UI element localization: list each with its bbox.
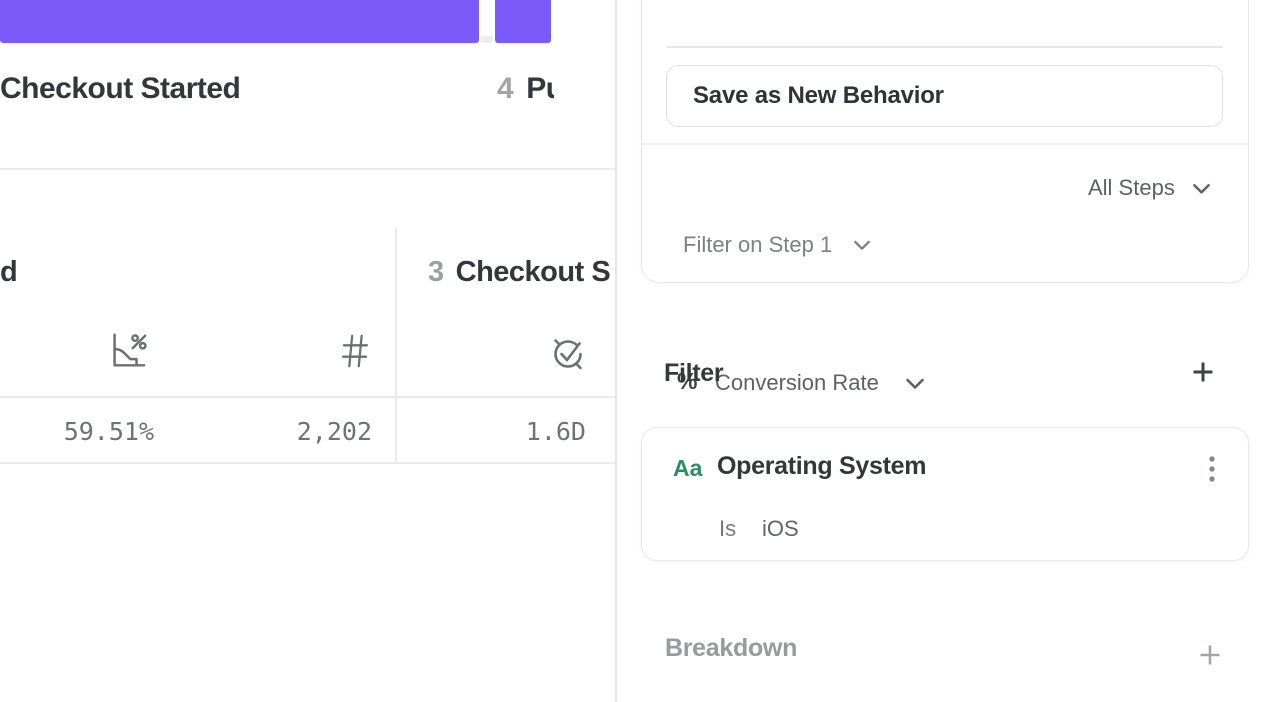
- filter-card-operating-system[interactable]: Aa Operating System Is iOS: [641, 427, 1249, 561]
- conversion-rate-value: 59.51%: [63, 417, 154, 446]
- table-col1-header: d: [0, 256, 18, 289]
- col2-header-fragment: Checkout S: [455, 256, 611, 288]
- panel-divider: [615, 0, 617, 702]
- count-hash-icon: [341, 332, 369, 370]
- settings-card: Save as New Behavior % Conversion Rate A…: [641, 0, 1249, 395]
- funnel-chart-region: Checkout Started 4 Pu d 3 Checkout S: [0, 0, 615, 702]
- breakdown-section-heading: Breakdown: [665, 634, 798, 662]
- count-value: 2,202: [296, 417, 372, 446]
- filter-operator: Is: [719, 516, 737, 541]
- avg-time-value: 1.6D: [525, 417, 586, 446]
- step4-number: 4: [497, 72, 514, 105]
- metric-label: Conversion Rate: [715, 370, 879, 395]
- step3-label: Checkout Started: [0, 72, 241, 105]
- all-steps-label: All Steps: [1088, 175, 1175, 200]
- card-divider: [642, 143, 1248, 145]
- filter-on-step-dropdown[interactable]: Filter on Step 1: [642, 224, 902, 262]
- step4-label: Pu: [526, 72, 554, 105]
- col1-header-fragment: d: [0, 256, 18, 288]
- step4-label-group: 4 Pu: [497, 72, 554, 106]
- chevron-down-icon: [853, 240, 871, 251]
- filter-section-heading: Filter: [664, 359, 724, 387]
- percent-icon: %: [677, 368, 698, 394]
- table-col2-header: 3 Checkout S: [428, 256, 611, 289]
- filter-value: iOS: [762, 516, 799, 541]
- table-column-divider: [395, 228, 397, 462]
- all-steps-dropdown[interactable]: All Steps: [1082, 169, 1227, 205]
- add-breakdown-button[interactable]: [1198, 643, 1222, 667]
- chevron-down-icon: [905, 378, 925, 390]
- filter-property-name: Operating System: [717, 452, 927, 480]
- funnel-bar-step3[interactable]: [0, 0, 479, 43]
- conversion-rate-chart-icon: [106, 330, 148, 372]
- filter-on-step-label: Filter on Step 1: [683, 232, 833, 257]
- metric-dropdown[interactable]: % Conversion Rate: [642, 166, 952, 395]
- funnel-bar-dropoff-stub: [481, 36, 493, 43]
- kebab-menu-icon[interactable]: [1205, 453, 1219, 489]
- section-divider: [0, 168, 615, 170]
- save-as-new-behavior-button[interactable]: Save as New Behavior: [666, 65, 1223, 127]
- table-bottom-divider: [0, 462, 615, 464]
- plus-icon: [1200, 645, 1220, 665]
- funnel-bar-step4[interactable]: [495, 0, 551, 43]
- card-rule: [667, 46, 1223, 48]
- chevron-down-icon: [1192, 183, 1211, 195]
- plus-icon: [1193, 362, 1213, 382]
- query-settings-panel: Save as New Behavior % Conversion Rate A…: [617, 0, 1270, 702]
- property-type-badge: Aa: [673, 455, 703, 481]
- add-filter-button[interactable]: [1191, 360, 1215, 384]
- table-row-divider: [0, 396, 615, 398]
- avg-time-clock-icon: [552, 333, 586, 373]
- col2-step-number: 3: [428, 256, 444, 288]
